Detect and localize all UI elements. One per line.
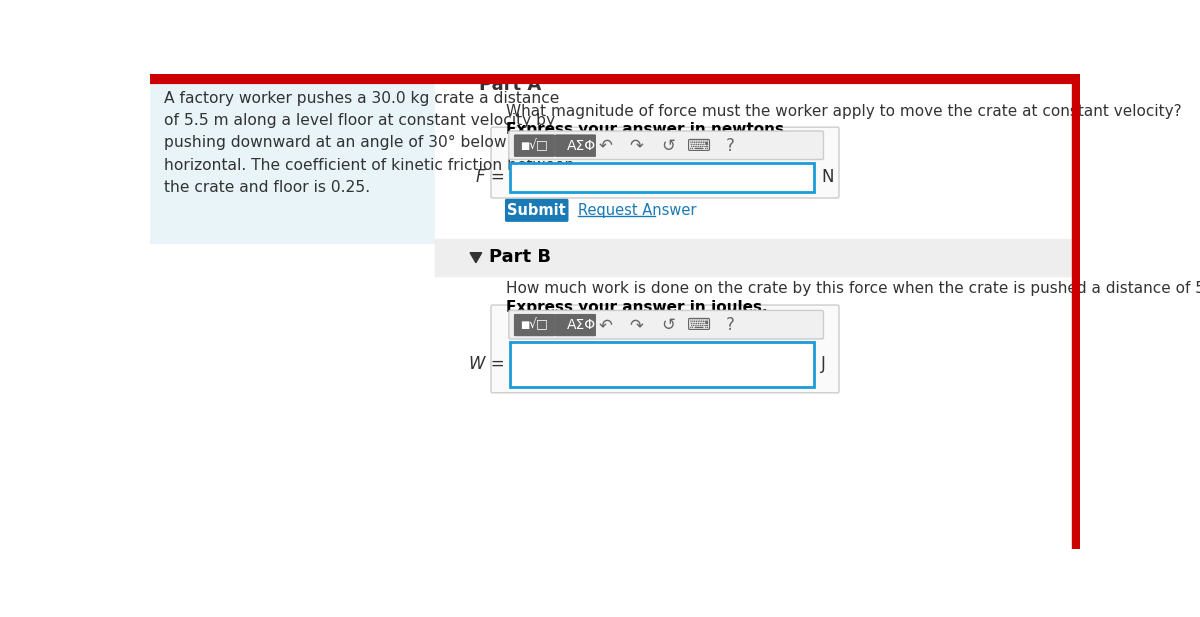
Text: N: N xyxy=(821,168,834,186)
FancyBboxPatch shape xyxy=(491,127,839,198)
Bar xyxy=(150,74,436,244)
Text: A factory worker pushes a 30.0 kg crate a distance
of 5.5 m along a level floor : A factory worker pushes a 30.0 kg crate … xyxy=(164,91,575,195)
FancyBboxPatch shape xyxy=(556,314,595,336)
Text: ↺: ↺ xyxy=(661,316,674,334)
FancyBboxPatch shape xyxy=(515,314,554,336)
Text: Express your answer in newtons.: Express your answer in newtons. xyxy=(506,122,790,137)
Text: AΣΦ: AΣΦ xyxy=(566,318,596,332)
Bar xyxy=(150,74,1080,81)
FancyBboxPatch shape xyxy=(509,310,823,339)
FancyBboxPatch shape xyxy=(505,199,569,222)
Text: Part B: Part B xyxy=(490,248,552,267)
Text: Request Answer: Request Answer xyxy=(578,203,696,218)
FancyBboxPatch shape xyxy=(515,135,554,157)
Text: ↷: ↷ xyxy=(630,316,643,334)
Text: W =: W = xyxy=(469,355,505,373)
FancyBboxPatch shape xyxy=(556,135,595,157)
Text: Part A: Part A xyxy=(479,77,541,94)
Text: √□: √□ xyxy=(528,139,548,152)
Text: ↺: ↺ xyxy=(661,136,674,155)
Bar xyxy=(436,239,1073,276)
Text: ⌨: ⌨ xyxy=(686,316,710,334)
Text: ?: ? xyxy=(725,136,734,155)
FancyBboxPatch shape xyxy=(510,163,814,192)
Text: ?: ? xyxy=(725,316,734,334)
Text: J: J xyxy=(821,355,826,373)
Text: AΣΦ: AΣΦ xyxy=(566,139,596,152)
Text: Submit: Submit xyxy=(508,203,566,218)
Polygon shape xyxy=(470,253,481,263)
Text: ↶: ↶ xyxy=(599,316,613,334)
Bar xyxy=(1073,74,1080,549)
Text: ⌨: ⌨ xyxy=(686,136,710,155)
Text: ↶: ↶ xyxy=(599,136,613,155)
Text: How much work is done on the crate by this force when the crate is pushed a dist: How much work is done on the crate by th… xyxy=(506,281,1200,296)
FancyBboxPatch shape xyxy=(510,342,814,387)
Text: Express your answer in joules.: Express your answer in joules. xyxy=(506,300,768,315)
Text: F =: F = xyxy=(476,168,505,186)
Text: ↷: ↷ xyxy=(630,136,643,155)
FancyBboxPatch shape xyxy=(509,131,823,160)
Text: ■: ■ xyxy=(521,141,529,151)
Bar xyxy=(436,74,1080,549)
Text: ■: ■ xyxy=(521,320,529,330)
Text: √□: √□ xyxy=(528,318,548,331)
FancyBboxPatch shape xyxy=(491,305,839,393)
Text: What magnitude of force must the worker apply to move the crate at constant velo: What magnitude of force must the worker … xyxy=(506,104,1182,119)
